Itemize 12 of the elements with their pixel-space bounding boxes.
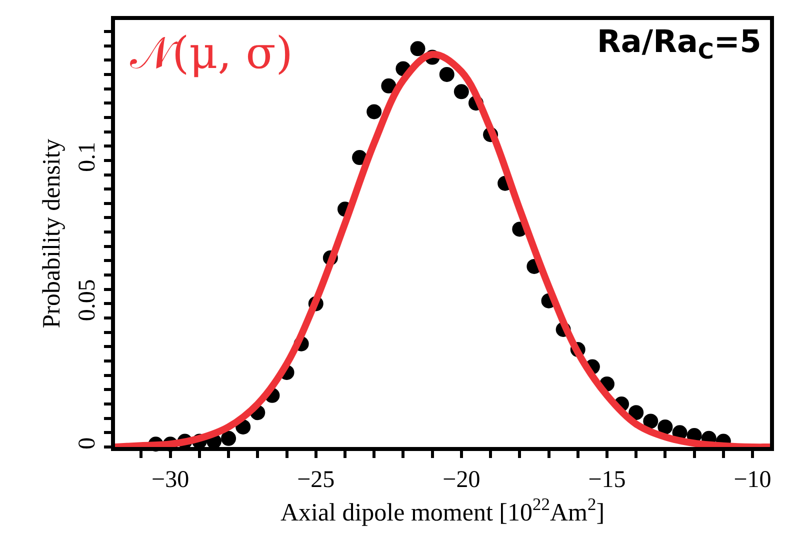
x-tick-label: −15 [588, 466, 626, 493]
y-tick-label: 0 [74, 437, 100, 450]
text: 𝒩(μ, σ) [130, 28, 293, 79]
x-tick-label: −20 [442, 466, 480, 493]
y-tick-label: 0.1 [74, 142, 100, 172]
annotation: Ra/Ra$_{C}$=5 [597, 24, 762, 65]
x-tick-label: −30 [152, 466, 190, 493]
y-tick-label: 0.05 [74, 279, 100, 322]
y-axis-title: Probability density [38, 138, 66, 328]
x-axis-title: Axial dipole moment [10$^{22}$Am$^{2}$] [280, 494, 605, 526]
x-tick-label: −10 [734, 466, 772, 493]
x-tick-label: −25 [297, 466, 335, 493]
